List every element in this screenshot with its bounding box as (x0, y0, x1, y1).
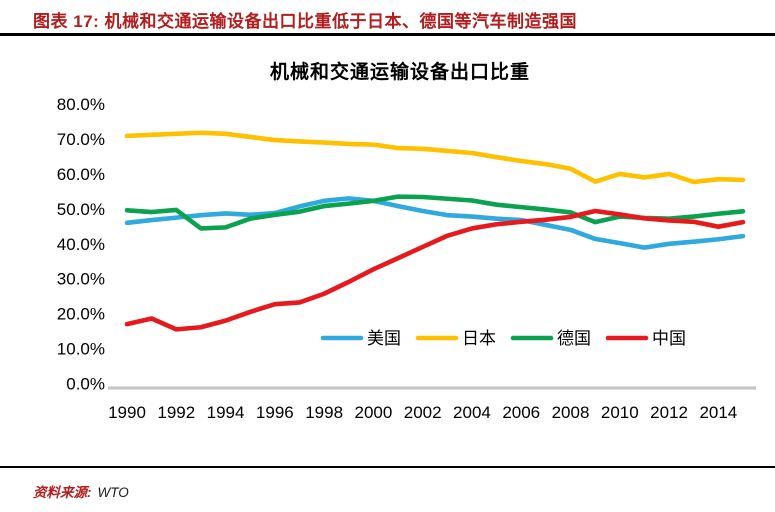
figure-title: 图表 17: 机械和交通运输设备出口比重低于日本、德国等汽车制造强国 (33, 12, 578, 31)
x-tick-label: 2000 (354, 403, 392, 422)
y-tick-label: 50.0% (57, 200, 105, 219)
y-tick-label: 80.0% (57, 95, 105, 114)
y-tick-label: 40.0% (57, 235, 105, 254)
x-tick-label: 1994 (207, 403, 245, 422)
footer-divider (0, 466, 775, 468)
chart-title: 机械和交通运输设备出口比重 (269, 62, 530, 83)
x-tick-label: 2012 (650, 403, 688, 422)
x-tick-label: 2008 (552, 403, 590, 422)
x-tick-label: 2004 (453, 403, 491, 422)
x-tick-label: 1998 (305, 403, 343, 422)
legend-label-us: 美国 (367, 329, 401, 348)
legend-label-china: 中国 (652, 329, 686, 348)
x-tick-label: 1996 (256, 403, 294, 422)
y-tick-label: 30.0% (57, 270, 105, 289)
y-tick-label: 20.0% (57, 305, 105, 324)
series-line-japan (124, 130, 746, 185)
source-value: WTO (97, 485, 129, 500)
y-tick-label: 0.0% (66, 375, 105, 394)
x-tick-label: 2006 (502, 403, 540, 422)
x-tick-label: 1990 (108, 403, 146, 422)
header-divider (0, 33, 775, 36)
y-tick-label: 10.0% (57, 340, 105, 359)
legend-label-germany: 德国 (557, 329, 591, 348)
x-tick-label: 2010 (601, 403, 639, 422)
series-line-us (124, 196, 746, 250)
y-tick-label: 70.0% (57, 130, 105, 149)
series-line-china (124, 208, 746, 332)
source-label: 资料来源: (33, 485, 92, 500)
x-tick-label: 2014 (699, 403, 737, 422)
y-tick-label: 60.0% (57, 165, 105, 184)
x-tick-label: 2002 (404, 403, 442, 422)
source-line: 资料来源: WTO (33, 481, 129, 501)
x-tick-label: 1992 (157, 403, 195, 422)
legend-label-japan: 日本 (462, 329, 496, 348)
